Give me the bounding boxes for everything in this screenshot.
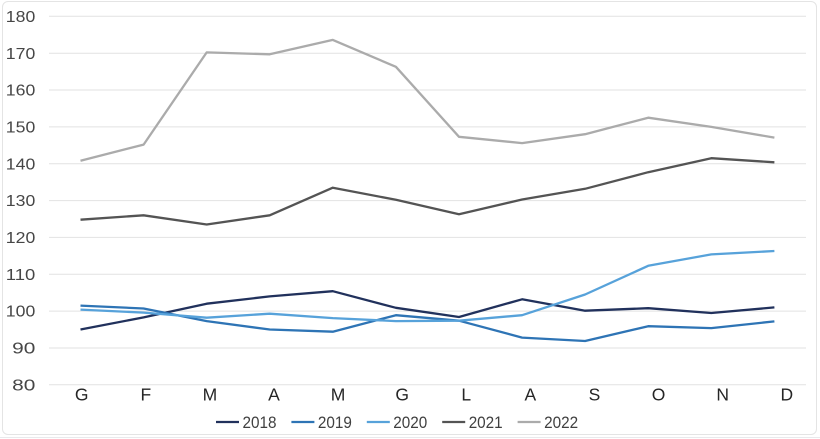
svg-text:A: A [268,385,280,405]
svg-text:O: O [652,385,666,405]
svg-text:110: 110 [6,267,36,284]
svg-text:A: A [525,385,537,405]
svg-text:M: M [203,385,218,405]
svg-text:160: 160 [6,83,36,100]
svg-text:G: G [75,385,89,405]
svg-text:F: F [140,385,151,405]
svg-text:D: D [780,385,793,405]
svg-text:170: 170 [6,46,36,63]
svg-text:140: 140 [6,156,36,173]
svg-text:90: 90 [12,341,35,358]
svg-text:2018: 2018 [243,413,277,432]
svg-text:2022: 2022 [544,413,578,432]
svg-text:120: 120 [6,230,36,247]
svg-text:80: 80 [12,377,35,394]
svg-text:150: 150 [6,120,36,137]
svg-text:S: S [589,385,601,405]
svg-text:2019: 2019 [318,413,352,432]
svg-text:M: M [331,385,346,405]
svg-text:130: 130 [6,193,36,210]
svg-text:2020: 2020 [393,413,427,432]
svg-text:N: N [716,385,729,405]
svg-text:180: 180 [6,9,36,26]
svg-text:2021: 2021 [469,413,503,432]
svg-text:L: L [461,385,471,405]
svg-text:100: 100 [6,304,36,321]
svg-text:G: G [395,385,409,405]
